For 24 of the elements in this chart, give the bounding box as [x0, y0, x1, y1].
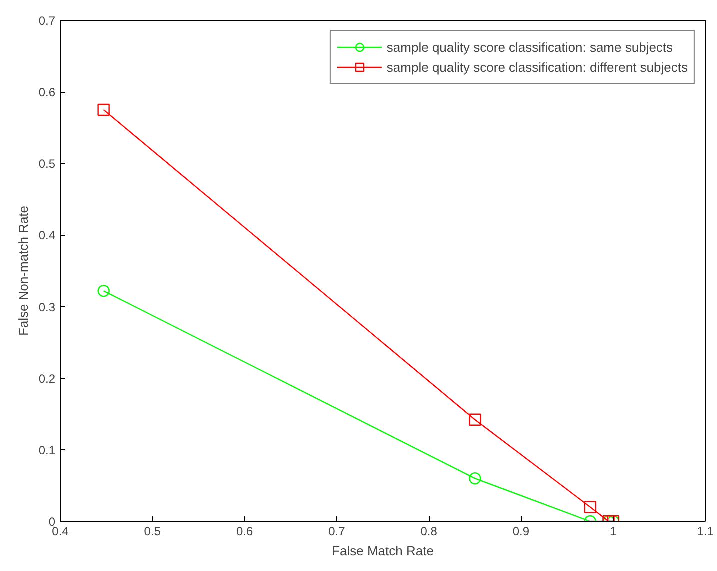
x-tick-label: 1.1 — [697, 524, 714, 538]
point — [98, 104, 110, 116]
y-tick-label: 0.7 — [38, 14, 56, 28]
legend-label: sample quality score classification: different subjects — [386, 60, 688, 74]
point — [584, 501, 596, 514]
y-tick-label: 0.3 — [38, 300, 56, 314]
point — [98, 284, 110, 298]
x-axis-title: False Match Rate — [332, 544, 434, 558]
x-tick-label: 0.6 — [236, 524, 254, 538]
point — [469, 414, 482, 426]
x-tick-label: 0.4 — [52, 524, 70, 538]
x-tick-label: 0.8 — [420, 524, 438, 538]
y-tick-label: 0.4 — [38, 228, 56, 243]
x-tick-label: 0.7 — [328, 524, 346, 538]
legend-label: sample quality score classification: same subjects — [386, 40, 674, 54]
y-tick-label: 0.1 — [38, 443, 56, 458]
y-axis-title: False Non-match Rate — [16, 206, 31, 336]
y-tick-label: 0.2 — [38, 372, 56, 386]
point — [469, 472, 482, 485]
x-tick-label: 0.5 — [144, 524, 162, 538]
x-tick-label: 1 — [610, 524, 618, 538]
y-tick-label: 0.5 — [38, 157, 56, 172]
y-tick-label: 0.6 — [38, 86, 56, 100]
x-tick-label: 0.9 — [512, 524, 530, 538]
